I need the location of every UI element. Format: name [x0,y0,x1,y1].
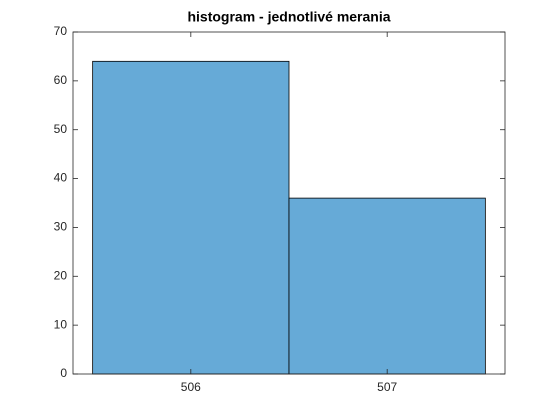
y-tick-label: 0 [60,366,67,380]
y-tick-label: 10 [54,317,68,331]
y-tick-label: 50 [54,122,68,136]
axes-box [72,31,506,375]
bar [92,60,290,375]
y-tick-label: 70 [54,24,68,38]
bar [288,197,486,375]
y-tick-label: 20 [54,268,68,282]
y-tick-label: 40 [54,171,68,185]
y-tick-label: 60 [54,73,68,87]
y-tick-label: 30 [54,220,68,234]
x-tick-label: 507 [377,380,397,394]
x-tick-label: 506 [181,380,201,394]
chart-title: histogram - jednotlivé merania [187,9,390,25]
